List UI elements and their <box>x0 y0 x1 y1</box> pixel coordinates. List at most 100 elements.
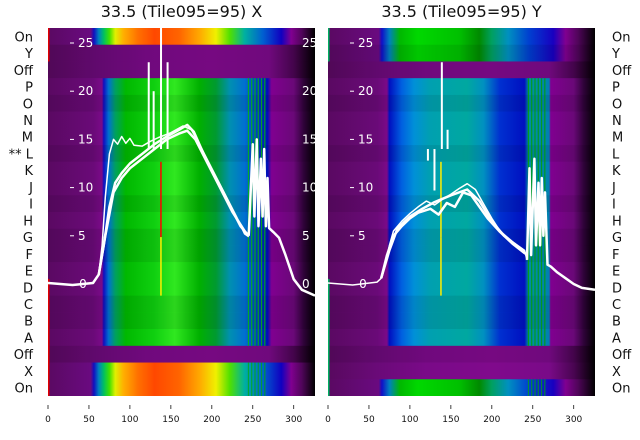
streak <box>534 379 536 396</box>
row-label: K <box>612 164 621 179</box>
row-label: F <box>612 248 619 263</box>
row-label: C <box>612 298 621 313</box>
x-tick-label: 50 <box>83 415 95 425</box>
row-shade <box>48 44 315 62</box>
row-label: On <box>612 382 630 397</box>
row-label: Y <box>611 47 620 62</box>
y-tick-label-right: 0 <box>302 277 310 291</box>
heatmap-row <box>48 44 315 62</box>
heatmap-row <box>48 212 315 230</box>
row-label: P <box>612 81 620 96</box>
row-label: X <box>612 365 621 380</box>
panel-x: 33.5 (Tile095=95) X 0 0 5 5 10 10 15 15 20 20 25 25 O… <box>9 2 317 425</box>
x-tick-label: 300 <box>565 415 582 425</box>
x-tick-label: 150 <box>442 415 459 425</box>
y-tick-label-right: 20 <box>302 84 317 98</box>
row-label: On <box>15 382 33 397</box>
y-tick-label: 25 <box>78 36 93 50</box>
marker-line <box>160 161 162 238</box>
streak <box>247 78 250 346</box>
heatmap-row <box>328 379 595 396</box>
y-tick-label-right: 25 <box>302 36 317 50</box>
y-tick-label: 20 <box>78 84 93 98</box>
row-label: G <box>612 231 622 246</box>
row-label: Off <box>612 64 632 79</box>
y-tick-label: 15 <box>358 132 373 146</box>
x-tick-label: 200 <box>483 415 500 425</box>
chart-title: 33.5 (Tile095=95) Y <box>381 2 542 21</box>
heatmap-row <box>328 362 595 380</box>
row-shade <box>328 295 595 313</box>
heatmap-row <box>328 28 595 46</box>
y-tick-label: 25 <box>358 36 373 50</box>
x-tick-label: 100 <box>121 415 138 425</box>
marker-line <box>160 237 162 296</box>
heatmap-row <box>328 61 595 79</box>
row-label: B <box>24 315 33 330</box>
y-tick-label: 15 <box>78 132 93 146</box>
row-label: Off <box>14 64 34 79</box>
streak <box>254 362 256 396</box>
x-tick-label: 50 <box>363 415 375 425</box>
row-shade <box>48 312 315 330</box>
row-label: N <box>612 114 622 129</box>
heatmap-row <box>328 111 595 129</box>
row-shade <box>328 245 595 263</box>
edge-stripe <box>328 278 330 396</box>
streak <box>247 362 250 396</box>
heatmap-row <box>328 278 595 297</box>
streak <box>531 379 533 396</box>
heatmap-row <box>328 329 595 347</box>
overlay-line-trace-tail <box>247 138 315 297</box>
row-label: D <box>612 281 622 296</box>
row-label: K <box>24 164 33 179</box>
row-label: I <box>612 198 616 213</box>
row-label: G <box>23 231 33 246</box>
streak <box>527 379 530 396</box>
row-label: X <box>24 365 33 380</box>
row-label: B <box>612 315 621 330</box>
row-label: J <box>28 181 33 196</box>
row-shade <box>328 195 595 212</box>
y-tick-label: 10 <box>78 181 93 195</box>
heatmap-row <box>328 345 595 364</box>
row-shade <box>48 228 315 246</box>
row-label: ** L <box>9 147 34 162</box>
y-tick-label-right: 15 <box>302 132 317 146</box>
heatmap-row <box>48 262 315 280</box>
y-tick-label-right: 5 <box>302 229 310 243</box>
row-label: Y <box>24 47 33 62</box>
row-shade <box>328 228 595 246</box>
edge-stripe <box>48 278 50 396</box>
row-label: M <box>612 131 623 146</box>
row-label: On <box>612 30 630 45</box>
row-label: A <box>24 331 33 346</box>
row-label: O <box>612 97 622 112</box>
row-label: L <box>612 147 620 162</box>
row-label: E <box>25 265 33 280</box>
row-shade <box>48 195 315 212</box>
x-tick-label: 0 <box>45 415 51 425</box>
heatmap-row <box>48 329 315 347</box>
x-tick-label: 300 <box>285 415 302 425</box>
streak <box>540 379 543 396</box>
row-label: I <box>29 198 33 213</box>
heatmap-row <box>48 161 315 180</box>
row-label: E <box>612 265 620 280</box>
row-label: P <box>25 81 33 96</box>
row-shade <box>328 312 595 330</box>
row-label: O <box>23 97 33 112</box>
row-label: M <box>22 131 33 146</box>
heatmap-row <box>328 212 595 230</box>
edge-stripe <box>328 28 330 62</box>
streak <box>251 78 253 346</box>
row-label: D <box>23 281 33 296</box>
row-label: N <box>23 114 33 129</box>
heatmap-row <box>48 379 315 396</box>
overlay-line-trace-tail <box>525 157 595 292</box>
chart-title: 33.5 (Tile095=95) X <box>101 2 263 21</box>
row-shade <box>48 145 315 162</box>
row-shade <box>48 245 315 263</box>
heatmap-row <box>328 44 595 62</box>
